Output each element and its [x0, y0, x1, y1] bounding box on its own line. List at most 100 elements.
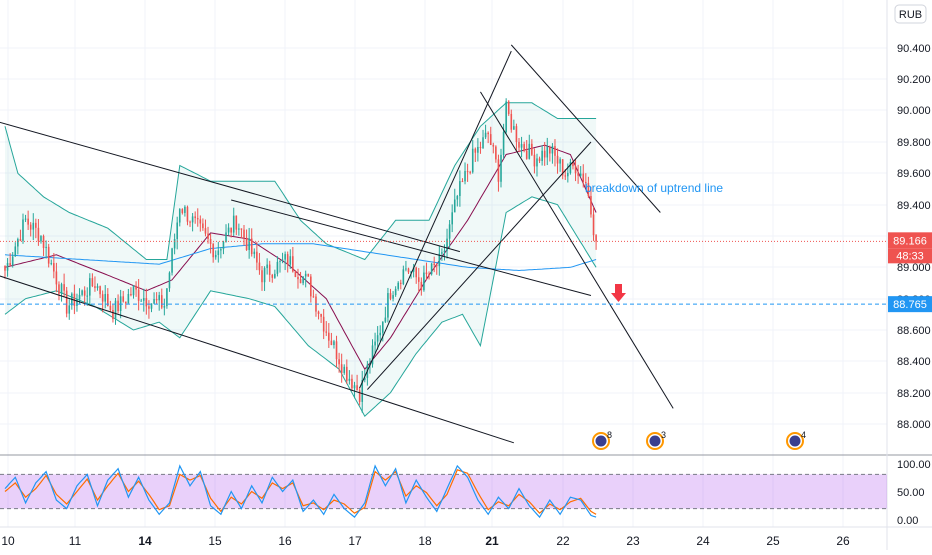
candle[interactable]	[150, 303, 153, 313]
candle[interactable]	[479, 141, 482, 154]
candle[interactable]	[107, 288, 109, 307]
candle[interactable]	[487, 131, 489, 144]
candle[interactable]	[37, 219, 40, 246]
trendline-resistance-line[interactable]	[510, 44, 661, 213]
candle[interactable]	[181, 208, 184, 215]
candle[interactable]	[510, 109, 513, 133]
candle[interactable]	[425, 262, 428, 280]
candle[interactable]	[142, 288, 145, 312]
candle[interactable]	[222, 240, 225, 255]
candle[interactable]	[184, 205, 186, 217]
candle[interactable]	[520, 136, 523, 158]
candle[interactable]	[212, 242, 214, 263]
candle[interactable]	[11, 252, 14, 268]
candle[interactable]	[461, 178, 464, 183]
candle[interactable]	[471, 140, 474, 174]
candle[interactable]	[22, 213, 24, 244]
candle[interactable]	[199, 215, 202, 232]
candle[interactable]	[389, 288, 392, 301]
candle[interactable]	[567, 163, 569, 183]
candle[interactable]	[505, 98, 507, 134]
candle[interactable]	[248, 227, 250, 259]
candle[interactable]	[81, 289, 83, 297]
candle[interactable]	[528, 134, 531, 160]
candle[interactable]	[276, 256, 279, 277]
candle[interactable]	[45, 240, 47, 259]
candle[interactable]	[243, 224, 245, 246]
candle[interactable]	[430, 262, 433, 276]
candle[interactable]	[202, 218, 204, 231]
candle[interactable]	[89, 273, 91, 306]
candle[interactable]	[217, 241, 220, 263]
candle[interactable]	[543, 141, 546, 166]
candle[interactable]	[160, 288, 163, 310]
event-badge[interactable]: 4	[786, 430, 806, 450]
candle[interactable]	[340, 353, 343, 383]
candle[interactable]	[335, 335, 338, 368]
candle[interactable]	[484, 124, 487, 140]
candle[interactable]	[423, 265, 425, 292]
candle[interactable]	[86, 287, 89, 306]
candle[interactable]	[415, 266, 417, 284]
candle[interactable]	[320, 313, 322, 323]
candle[interactable]	[433, 256, 435, 273]
candle[interactable]	[4, 265, 6, 279]
candle[interactable]	[438, 245, 441, 276]
candle[interactable]	[495, 145, 497, 163]
candle[interactable]	[281, 252, 284, 264]
candle[interactable]	[353, 381, 356, 399]
event-badge[interactable]: 3	[646, 430, 666, 450]
candle[interactable]	[135, 281, 137, 297]
candle[interactable]	[40, 235, 42, 244]
candle[interactable]	[384, 306, 387, 323]
candle[interactable]	[235, 215, 238, 236]
candle[interactable]	[538, 156, 541, 164]
candle[interactable]	[35, 218, 37, 239]
candle[interactable]	[263, 266, 266, 291]
candle[interactable]	[173, 233, 176, 255]
candle[interactable]	[50, 259, 53, 266]
candle[interactable]	[194, 211, 196, 224]
candle[interactable]	[47, 243, 50, 268]
candle[interactable]	[124, 301, 127, 309]
candle[interactable]	[525, 140, 528, 160]
candle[interactable]	[402, 265, 405, 286]
trendline-channel-upper[interactable]	[0, 121, 461, 253]
candle[interactable]	[168, 271, 171, 292]
candle[interactable]	[225, 224, 227, 243]
candle[interactable]	[27, 210, 29, 231]
candle[interactable]	[58, 281, 60, 301]
candle[interactable]	[63, 273, 65, 298]
candle[interactable]	[328, 323, 330, 348]
candle[interactable]	[268, 260, 271, 282]
candle[interactable]	[250, 228, 253, 257]
candle[interactable]	[459, 170, 461, 207]
candle[interactable]	[531, 139, 533, 157]
candle[interactable]	[117, 294, 119, 314]
candle[interactable]	[585, 173, 587, 188]
candle[interactable]	[312, 289, 315, 298]
candle[interactable]	[76, 293, 78, 312]
candle[interactable]	[304, 270, 307, 288]
candle[interactable]	[258, 253, 261, 275]
candle[interactable]	[474, 147, 477, 162]
candle[interactable]	[60, 282, 63, 302]
candle[interactable]	[310, 274, 312, 303]
candle[interactable]	[554, 139, 556, 167]
candle[interactable]	[65, 286, 68, 318]
candle[interactable]	[55, 262, 58, 293]
candle[interactable]	[549, 145, 551, 162]
candle[interactable]	[358, 386, 361, 406]
stochastic-panel[interactable]	[0, 464, 887, 519]
candle[interactable]	[492, 142, 495, 154]
candle[interactable]	[78, 288, 81, 304]
candle[interactable]	[83, 286, 86, 306]
candle[interactable]	[130, 287, 132, 297]
trendlines[interactable]	[0, 44, 887, 444]
candle[interactable]	[417, 268, 420, 293]
candle[interactable]	[132, 284, 135, 299]
candle[interactable]	[551, 143, 554, 164]
candle[interactable]	[325, 321, 328, 337]
candle[interactable]	[489, 126, 492, 146]
